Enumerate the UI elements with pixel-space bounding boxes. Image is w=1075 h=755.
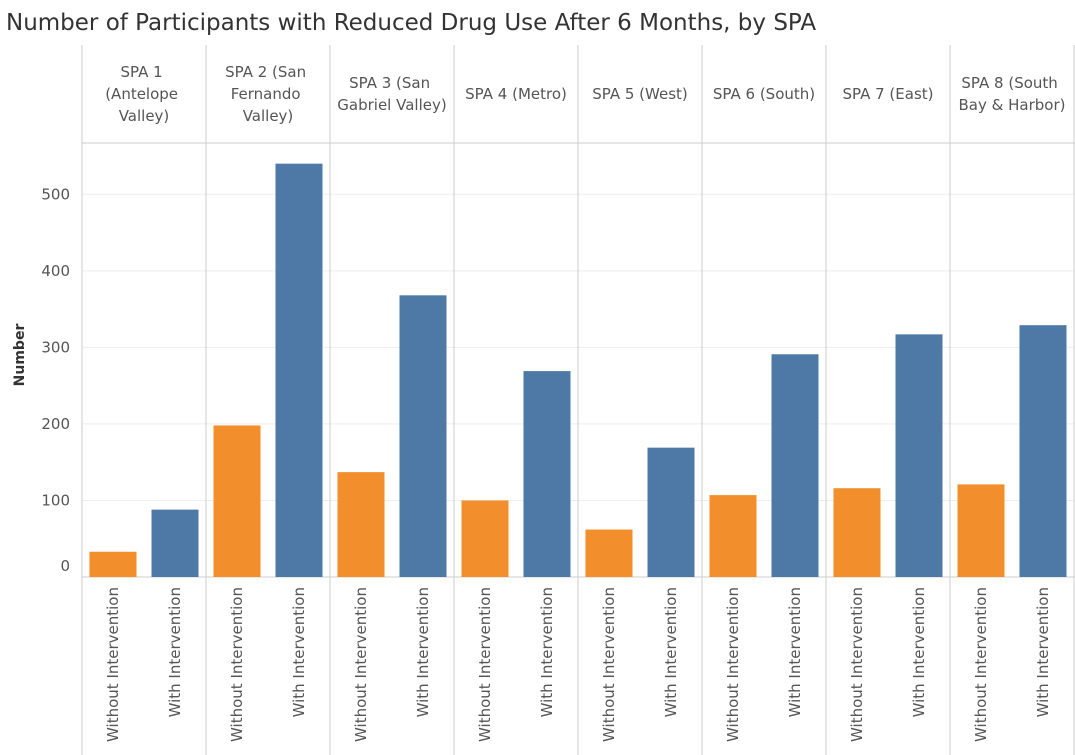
x-tick-label: With Intervention (166, 587, 184, 717)
x-tick-label: Without Intervention (104, 587, 122, 742)
x-tick-label: Without Intervention (476, 587, 494, 742)
bar (647, 447, 695, 577)
bar (89, 551, 137, 577)
y-tick-label: 400 (41, 262, 70, 280)
panel-header: SPA 2 (San Fernando Valley) (225, 63, 311, 125)
y-tick-label: 500 (41, 185, 70, 203)
panel-header: SPA 4 (Metro) (465, 85, 567, 103)
bar (957, 484, 1005, 577)
x-tick-label: Without Intervention (972, 587, 990, 742)
header-line-text: Valley) (243, 107, 294, 125)
bar (585, 529, 633, 577)
panel-header: SPA 7 (East) (842, 85, 933, 103)
bar (461, 500, 509, 577)
x-tick-label: With Intervention (414, 587, 432, 717)
bar (523, 371, 571, 577)
x-tick-label: Without Intervention (724, 587, 742, 742)
y-tick-label: 200 (41, 415, 70, 433)
bar (895, 334, 943, 577)
header-line-text: SPA 2 (San (225, 63, 311, 81)
header-line-text: (Antelope (105, 85, 183, 103)
bar (1019, 325, 1067, 577)
header-line-text: SPA 1 (121, 63, 168, 81)
x-tick-label: Without Intervention (352, 587, 370, 742)
bar (275, 163, 323, 577)
x-tick-label: Without Intervention (848, 587, 866, 742)
panel-header: SPA 3 (San Gabriel Valley) (337, 74, 446, 114)
bar (337, 472, 385, 577)
x-tick-label: With Intervention (290, 587, 308, 717)
x-tick-label: With Intervention (1034, 587, 1052, 717)
bar (771, 354, 819, 577)
x-tick-label: Without Intervention (600, 587, 618, 742)
header-line-text: SPA 5 (West) (592, 85, 688, 103)
header-line-text: Bay & Harbor) (959, 96, 1066, 114)
panel-header: SPA 8 (South Bay & Harbor) (959, 74, 1066, 114)
panel-header: SPA 1 (Antelope Valley) (105, 63, 183, 125)
x-tick-label: With Intervention (538, 587, 556, 717)
chart-title: Number of Participants with Reduced Drug… (6, 10, 816, 36)
bar (709, 495, 757, 577)
x-tick-label: With Intervention (910, 587, 928, 717)
bar (399, 295, 447, 577)
header-line-text: SPA 6 (South) (713, 85, 815, 103)
y-tick-label: 300 (41, 338, 70, 356)
bar (151, 509, 199, 577)
header-line-text: Gabriel Valley) (337, 96, 446, 114)
panel-header: SPA 5 (West) (592, 85, 688, 103)
y-tick-label: 100 (41, 491, 70, 509)
header-line-text: Fernando (231, 85, 306, 103)
header-line-text: SPA 4 (Metro) (465, 85, 567, 103)
bar (833, 488, 881, 577)
x-tick-label: With Intervention (786, 587, 804, 717)
x-tick-label: With Intervention (662, 587, 680, 717)
y-tick-label: 0 (60, 557, 70, 575)
header-line-text: SPA 8 (South (961, 74, 1062, 92)
bar (213, 425, 261, 577)
x-tick-label: Without Intervention (228, 587, 246, 742)
header-line-text: Valley) (119, 107, 170, 125)
panel-header: SPA 6 (South) (713, 85, 815, 103)
header-line-text: SPA 3 (San (349, 74, 435, 92)
header-line-text: SPA 7 (East) (842, 85, 933, 103)
y-axis-label: Number (12, 324, 28, 387)
